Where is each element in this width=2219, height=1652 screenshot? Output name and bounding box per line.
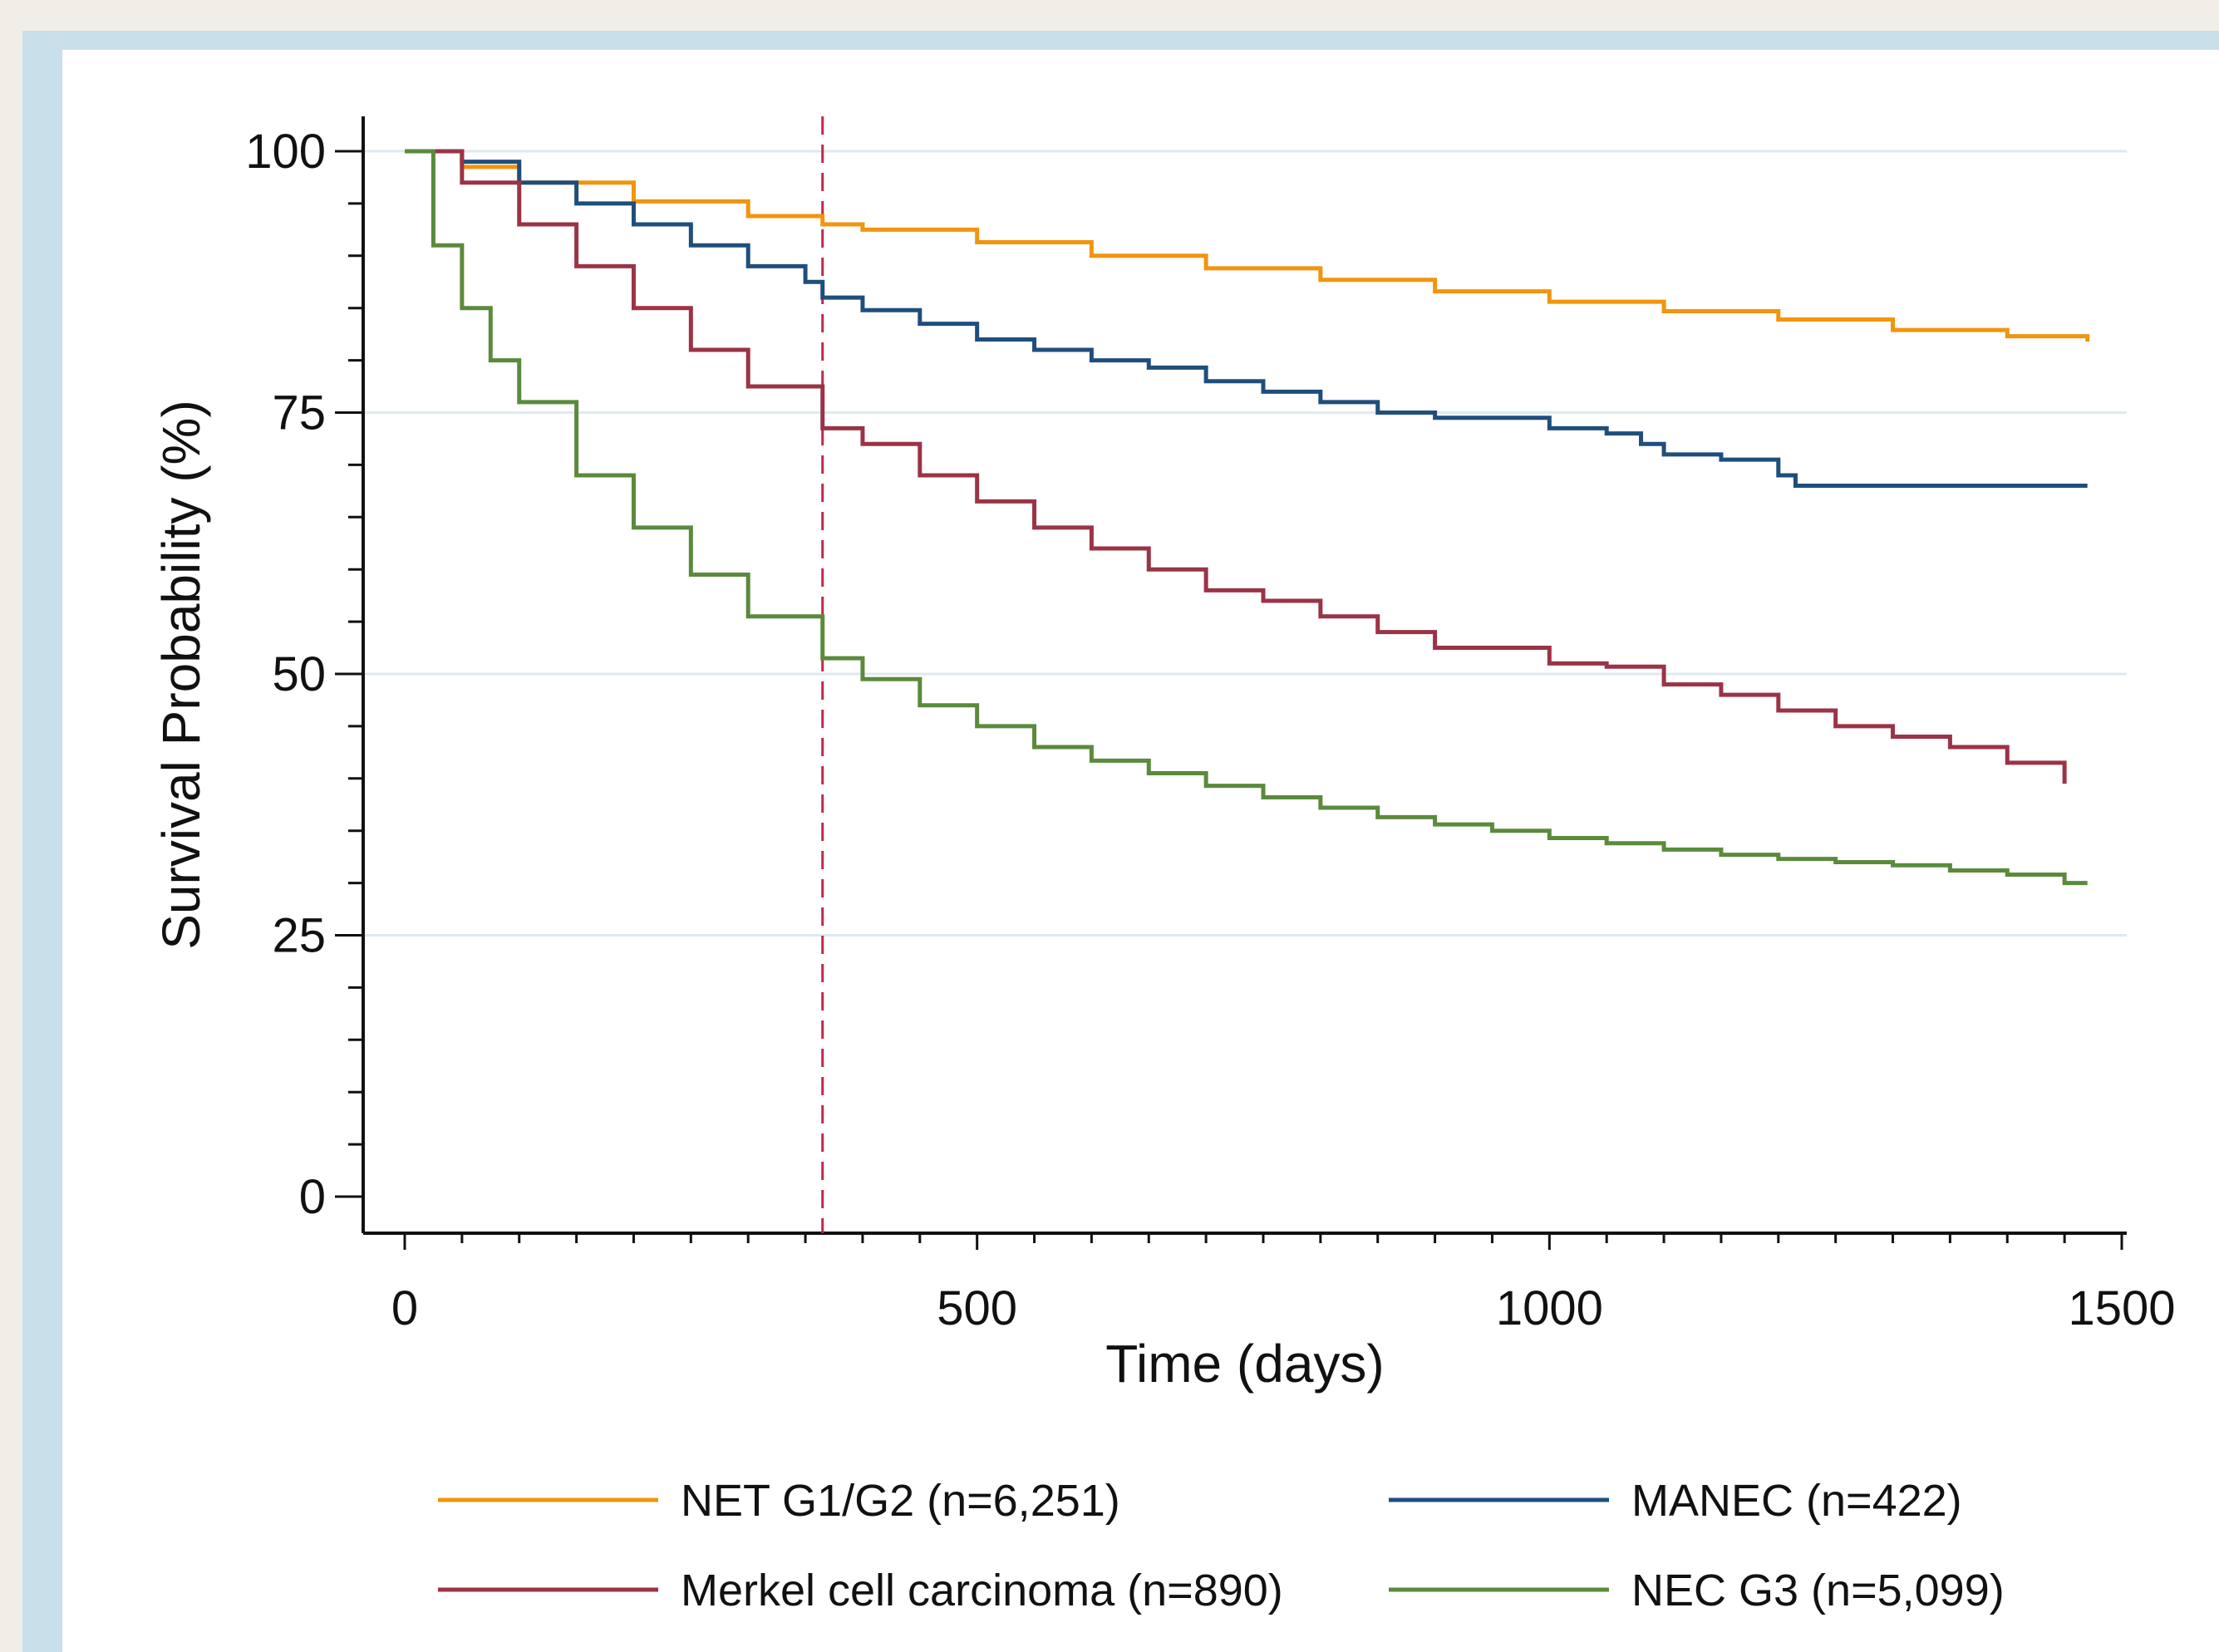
- x-tick-label: 0: [391, 1281, 418, 1335]
- legend: NET G1/G2 (n=6,251) MANEC (n=422) Merkel c…: [438, 1476, 2005, 1615]
- y-axis-title: Survival Probability (%): [151, 400, 211, 950]
- x-tick-label: 1500: [2068, 1281, 2175, 1335]
- x-axis-title: Time (days): [1105, 1334, 1384, 1394]
- x-tick-label: 500: [937, 1281, 1017, 1335]
- x-tick-label: 1000: [1496, 1281, 1603, 1335]
- y-tick-label: 50: [272, 647, 326, 701]
- series-lines: [405, 149, 2090, 886]
- y-tick-label: 100: [245, 125, 326, 179]
- grid-lines: [363, 150, 2127, 937]
- legend-label-0: NET G1/G2 (n=6,251): [681, 1476, 1120, 1526]
- legend-label-2: Merkel cell carcinoma (n=890): [681, 1566, 1283, 1615]
- legend-label-3: NEC G3 (n=5,099): [1631, 1566, 2005, 1615]
- legend-label-1: MANEC (n=422): [1631, 1476, 1962, 1526]
- y-tick-label: 0: [299, 1170, 326, 1224]
- y-tick-label: 25: [272, 909, 326, 963]
- figure-panel: [62, 50, 2219, 1652]
- series-line-3: [405, 149, 2088, 886]
- y-tick-label: 75: [272, 386, 326, 440]
- series-line-2: [405, 149, 2067, 784]
- series-line-0: [405, 149, 2090, 342]
- series-line-1: [405, 149, 2088, 489]
